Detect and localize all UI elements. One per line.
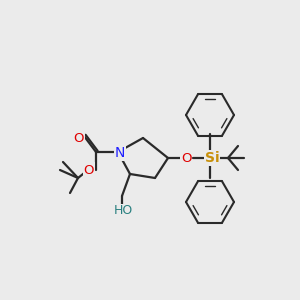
- Text: Si: Si: [205, 151, 219, 165]
- Text: N: N: [115, 146, 125, 160]
- Text: HO: HO: [113, 205, 133, 218]
- Text: O: O: [181, 152, 191, 166]
- Text: O: O: [84, 164, 94, 176]
- Text: O: O: [74, 131, 84, 145]
